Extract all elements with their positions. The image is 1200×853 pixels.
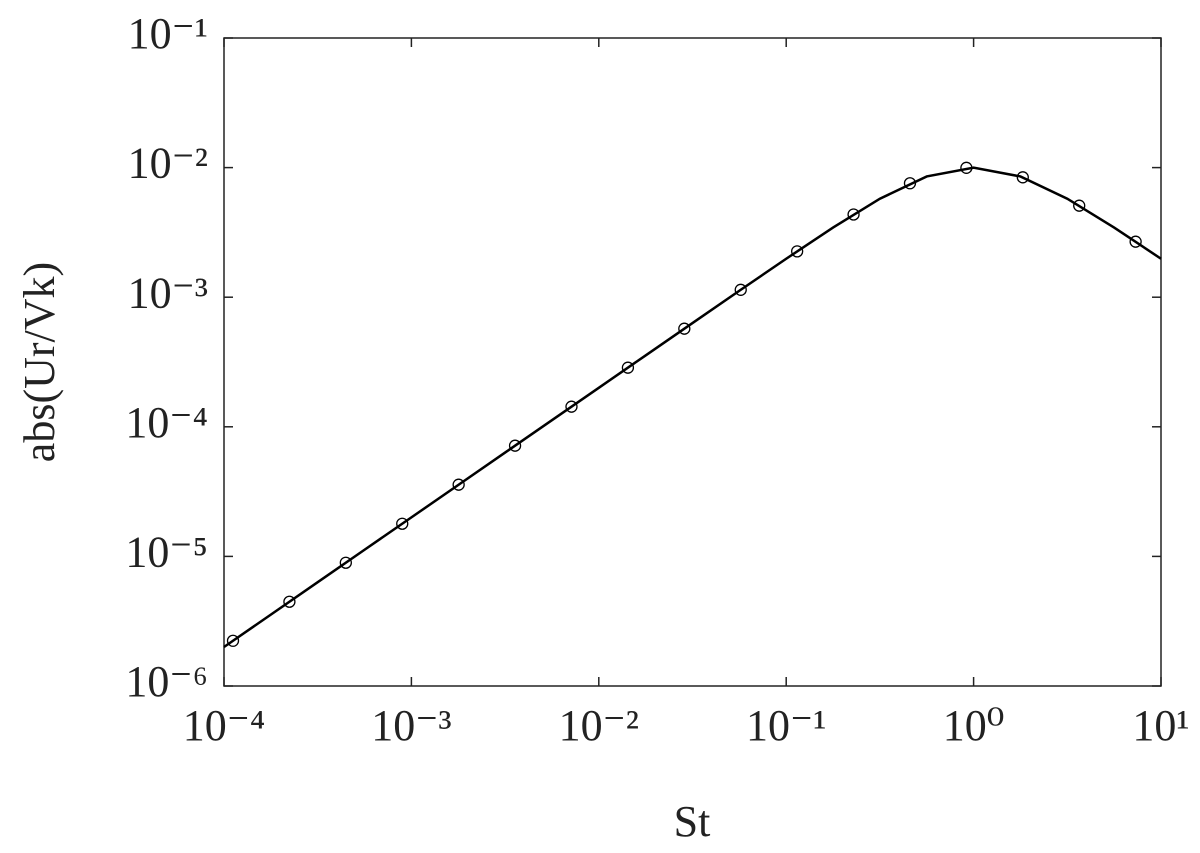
marker bbox=[960, 161, 973, 174]
marker bbox=[1016, 171, 1029, 184]
y-tick-label: 10⁻¹ bbox=[128, 9, 208, 58]
marker bbox=[565, 400, 578, 413]
y-axis-label: abs(Ur/Vk) bbox=[15, 262, 64, 462]
y-tick-label: 10⁻⁵ bbox=[125, 527, 208, 576]
x-tick-label: 10⁻³ bbox=[371, 701, 451, 750]
marker bbox=[734, 283, 747, 296]
x-tick-label: 10⁻² bbox=[559, 701, 639, 750]
curve bbox=[223, 166, 1162, 649]
x-tick-label: 10⁻¹ bbox=[746, 701, 826, 750]
marker bbox=[790, 245, 804, 258]
marker bbox=[283, 595, 296, 608]
x-tick-label: 10¹ bbox=[1132, 701, 1189, 750]
y-tick-label: 10⁻⁶ bbox=[125, 657, 208, 706]
marker bbox=[1129, 235, 1142, 248]
x-tick-label: 10⁰ bbox=[943, 701, 1005, 750]
marker bbox=[903, 177, 917, 190]
marker bbox=[678, 322, 691, 335]
marker bbox=[1073, 199, 1086, 212]
marker bbox=[339, 556, 352, 569]
marker bbox=[396, 517, 409, 530]
marker bbox=[226, 634, 240, 647]
marker bbox=[508, 439, 522, 452]
marker bbox=[621, 361, 635, 374]
plot-frame bbox=[223, 37, 1162, 687]
marker bbox=[847, 208, 860, 221]
y-tick-label: 10⁻² bbox=[128, 139, 208, 188]
x-tick-label: 10⁻⁴ bbox=[183, 701, 266, 750]
x-axis-label: St bbox=[674, 797, 711, 846]
y-tick-label: 10⁻⁴ bbox=[125, 398, 208, 447]
marker bbox=[452, 478, 465, 491]
y-tick-label: 10⁻³ bbox=[128, 268, 208, 317]
